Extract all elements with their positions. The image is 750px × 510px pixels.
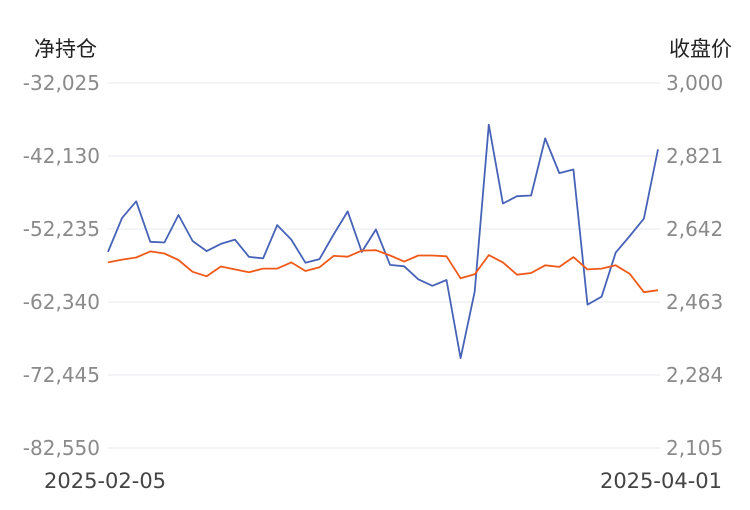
left-tick-label: -72,445 [23, 363, 100, 387]
left-tick-label: -62,340 [23, 290, 100, 314]
right-tick-label: 2,284 [666, 363, 723, 387]
right-tick-label: 3,000 [666, 71, 723, 95]
left-axis-ticks: -32,025 -42,130 -52,235 -62,340 -72,445 -82,5… [23, 71, 100, 460]
left-tick-label: -52,235 [23, 217, 100, 241]
right-axis-ticks: 3,000 2,821 2,642 2,463 2,284 2,105 [666, 71, 723, 460]
right-axis-title: 收盘价 [669, 37, 732, 61]
left-axis-title: 净持仓 [34, 37, 97, 61]
gridlines [108, 82, 660, 449]
close-price-line [107, 249, 659, 294]
right-tick-label: 2,105 [666, 436, 723, 460]
right-tick-label: 2,463 [666, 290, 723, 314]
x-axis-end-label: 2025-04-01 [600, 469, 722, 493]
net-position-line [107, 123, 659, 360]
right-tick-label: 2,821 [666, 144, 723, 168]
series-lines [107, 123, 659, 360]
left-tick-label: -82,550 [23, 436, 100, 460]
left-tick-label: -32,025 [23, 71, 100, 95]
left-tick-label: -42,130 [23, 144, 100, 168]
x-axis-start-label: 2025-02-05 [44, 469, 166, 493]
right-tick-label: 2,642 [666, 217, 723, 241]
